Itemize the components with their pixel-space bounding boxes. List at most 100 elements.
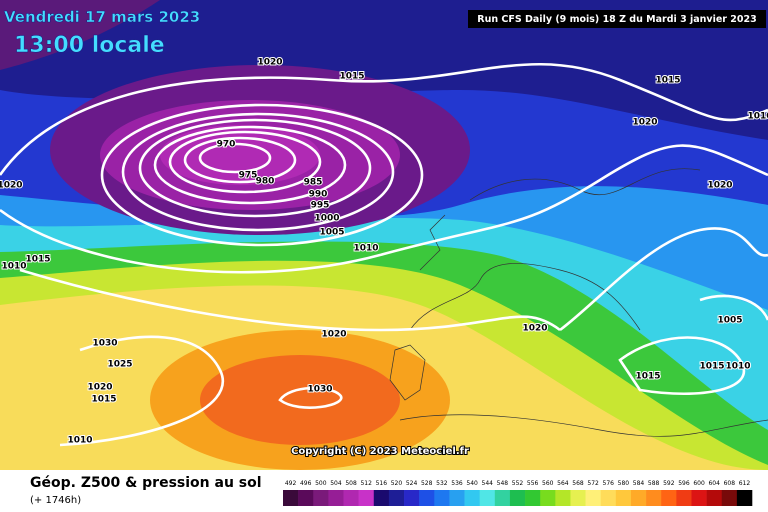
scale-swatch [736, 490, 753, 506]
scale-label: 608 [724, 480, 736, 487]
isobar-label: 1005 [319, 228, 344, 238]
scale-label: 524 [406, 480, 418, 487]
scale-label: 560 [542, 480, 554, 487]
scale-label: 516 [376, 480, 388, 487]
isobar-label: 995 [311, 201, 330, 211]
coastlines [389, 168, 768, 437]
isobar-label: 1020 [0, 181, 23, 191]
isobar-label: 1015 [91, 395, 116, 405]
scale-swatch [509, 490, 526, 506]
scale-swatch [313, 490, 329, 506]
isobar-label: 1010 [1, 262, 26, 272]
isobar-label: 1020 [87, 383, 112, 393]
isobar-label: 980 [256, 177, 275, 187]
scale-label: 596 [678, 480, 690, 487]
isobar-label: 1030 [92, 339, 117, 349]
scale-label: 600 [693, 480, 705, 487]
isobar-label: 1030 [307, 385, 332, 395]
scale-swatch [434, 490, 450, 506]
scale-swatch [615, 490, 632, 506]
scale-swatch [464, 490, 480, 506]
scale-label: 496 [300, 480, 312, 487]
color-scale: 492 496 500 504 508 512 516 520 524 528 532 536 540 5… [283, 480, 753, 506]
scale-swatch [494, 490, 511, 506]
scale-label: 592 [663, 480, 675, 487]
scale-label: 520 [391, 480, 403, 487]
forecast-time: 13:00 locale [14, 33, 165, 58]
scale-swatch [555, 490, 571, 506]
scale-label: 564 [557, 480, 569, 487]
scale-swatch [525, 490, 541, 506]
scale-swatch [373, 490, 390, 506]
isobar-label: 990 [309, 190, 328, 200]
scale-label: 612 [739, 480, 751, 487]
isobar-label: 1010 [747, 112, 768, 122]
scale-label: 504 [330, 480, 342, 487]
scale-swatch [691, 490, 707, 506]
isobar-label: 985 [304, 178, 323, 188]
scale-swatch [540, 490, 556, 506]
run-info: Run CFS Daily (9 mois) 18 Z du Mardi 3 j… [477, 14, 757, 25]
scale-label: 572 [587, 480, 599, 487]
scale-label: 544 [482, 480, 494, 487]
scale-swatch [328, 490, 344, 506]
scale-label: 512 [360, 480, 372, 487]
run-info-box [468, 10, 766, 28]
scale-swatch [570, 490, 586, 506]
scale-swatch [388, 490, 405, 506]
scale-label: 508 [345, 480, 357, 487]
scale-label: 536 [451, 480, 463, 487]
map-background [0, 0, 768, 470]
isobar-label: 1015 [655, 76, 680, 86]
scale-swatch [298, 490, 314, 506]
scale-swatch [706, 490, 723, 506]
scale-label: 548 [497, 480, 509, 487]
scale-swatch [479, 490, 496, 506]
isobar-label: 1010 [725, 362, 750, 372]
isobar-label: 970 [217, 140, 236, 150]
scale-label: 568 [572, 480, 584, 487]
isobar-label: 1020 [522, 324, 547, 334]
scale-swatch [630, 490, 647, 506]
scale-label: 532 [436, 480, 448, 487]
scale-label: 556 [527, 480, 539, 487]
scale-label: 528 [421, 480, 433, 487]
scale-swatch [661, 490, 677, 506]
isobar-label: 1020 [707, 181, 732, 191]
scale-label: 552 [512, 480, 524, 487]
isobars [0, 62, 768, 447]
copyright: Copyright (C) 2023 Meteociel.fr [291, 446, 469, 457]
scale-swatch [419, 490, 435, 506]
scale-swatch [358, 490, 375, 506]
scale-swatch [404, 490, 420, 506]
scale-swatch [676, 490, 692, 506]
scale-label: 492 [285, 480, 297, 487]
scale-label: 588 [648, 480, 660, 487]
scale-swatch [283, 490, 299, 506]
scale-swatch [343, 490, 359, 506]
isobar-label: 1015 [25, 255, 50, 265]
scale-label: 576 [603, 480, 615, 487]
scale-swatch [721, 490, 738, 506]
isobar-label: 1015 [339, 72, 364, 82]
isobar-label: 1015 [635, 372, 660, 382]
scale-label: 580 [618, 480, 630, 487]
legend-title: Géop. Z500 & pression au sol [30, 475, 262, 491]
isobar-label: 1020 [257, 58, 282, 68]
scale-label: 584 [633, 480, 645, 487]
isobar-label: 1000 [314, 214, 339, 224]
isobar-label: 975 [239, 171, 258, 181]
isobar-label: 1020 [321, 330, 346, 340]
scale-label: 500 [315, 480, 327, 487]
lead-time: (+ 1746h) [30, 495, 81, 506]
scale-swatch [600, 490, 617, 506]
forecast-date: Vendredi 17 mars 2023 [4, 8, 200, 26]
scale-label: 540 [466, 480, 478, 487]
isobar-label: 1025 [107, 360, 132, 370]
scale-swatch [585, 490, 602, 506]
isobar-label: 1015 [699, 362, 724, 372]
scale-label: 604 [708, 480, 720, 487]
